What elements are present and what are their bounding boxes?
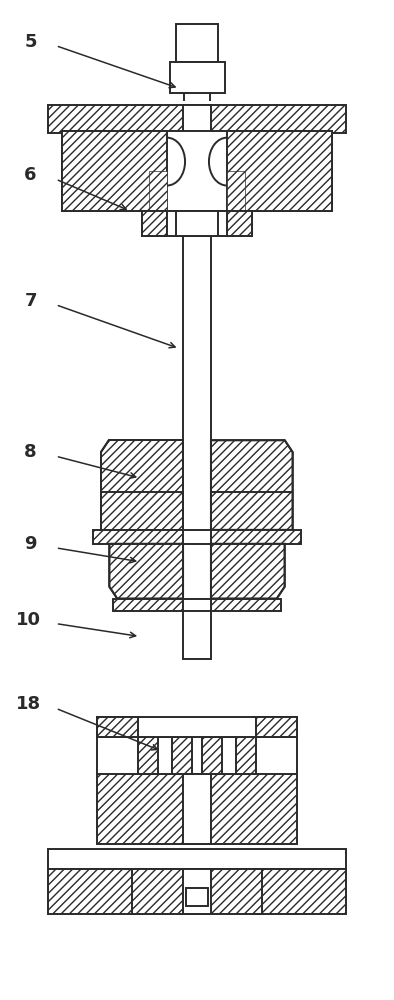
Polygon shape [211, 544, 285, 599]
Bar [138, 737, 192, 774]
Polygon shape [101, 440, 183, 530]
Bar [227, 131, 331, 211]
Text: 10: 10 [17, 611, 41, 629]
Bar [154, 727, 176, 737]
Bar [63, 131, 167, 211]
Bar [97, 717, 138, 737]
Bar [227, 211, 252, 236]
Bar [167, 211, 227, 236]
Bar [93, 530, 183, 544]
Bar [63, 131, 331, 211]
Bar [48, 105, 346, 133]
Bar [183, 236, 211, 659]
Bar [202, 737, 256, 774]
Bar [252, 869, 346, 914]
Polygon shape [109, 544, 183, 599]
Bar [220, 737, 238, 747]
Bar [183, 774, 211, 844]
Bar [132, 869, 262, 914]
Bar [97, 774, 297, 844]
Bar [170, 62, 225, 93]
Text: 8: 8 [24, 443, 37, 461]
Bar [48, 869, 142, 914]
Bar [256, 717, 297, 737]
Bar [222, 737, 236, 774]
Bar [218, 727, 240, 737]
Bar [113, 599, 183, 611]
Bar [142, 211, 252, 236]
Bar [149, 171, 167, 211]
Bar [158, 737, 172, 774]
Bar [183, 530, 211, 544]
Bar [142, 211, 167, 236]
Bar [211, 599, 281, 611]
Bar [97, 717, 297, 737]
Text: 7: 7 [24, 292, 37, 310]
Bar [176, 24, 218, 62]
Bar [186, 888, 208, 906]
Bar [227, 171, 245, 211]
Bar [183, 599, 211, 611]
Bar [183, 105, 211, 133]
Bar [48, 849, 346, 869]
Text: 9: 9 [24, 535, 37, 553]
Bar [183, 869, 211, 914]
Polygon shape [211, 440, 293, 530]
Text: 5: 5 [24, 33, 37, 51]
Bar [156, 737, 174, 747]
Bar [211, 530, 301, 544]
Bar [222, 729, 236, 774]
Bar [176, 211, 218, 236]
Text: 18: 18 [17, 695, 41, 713]
Bar [158, 729, 172, 774]
Text: 6: 6 [24, 166, 37, 184]
